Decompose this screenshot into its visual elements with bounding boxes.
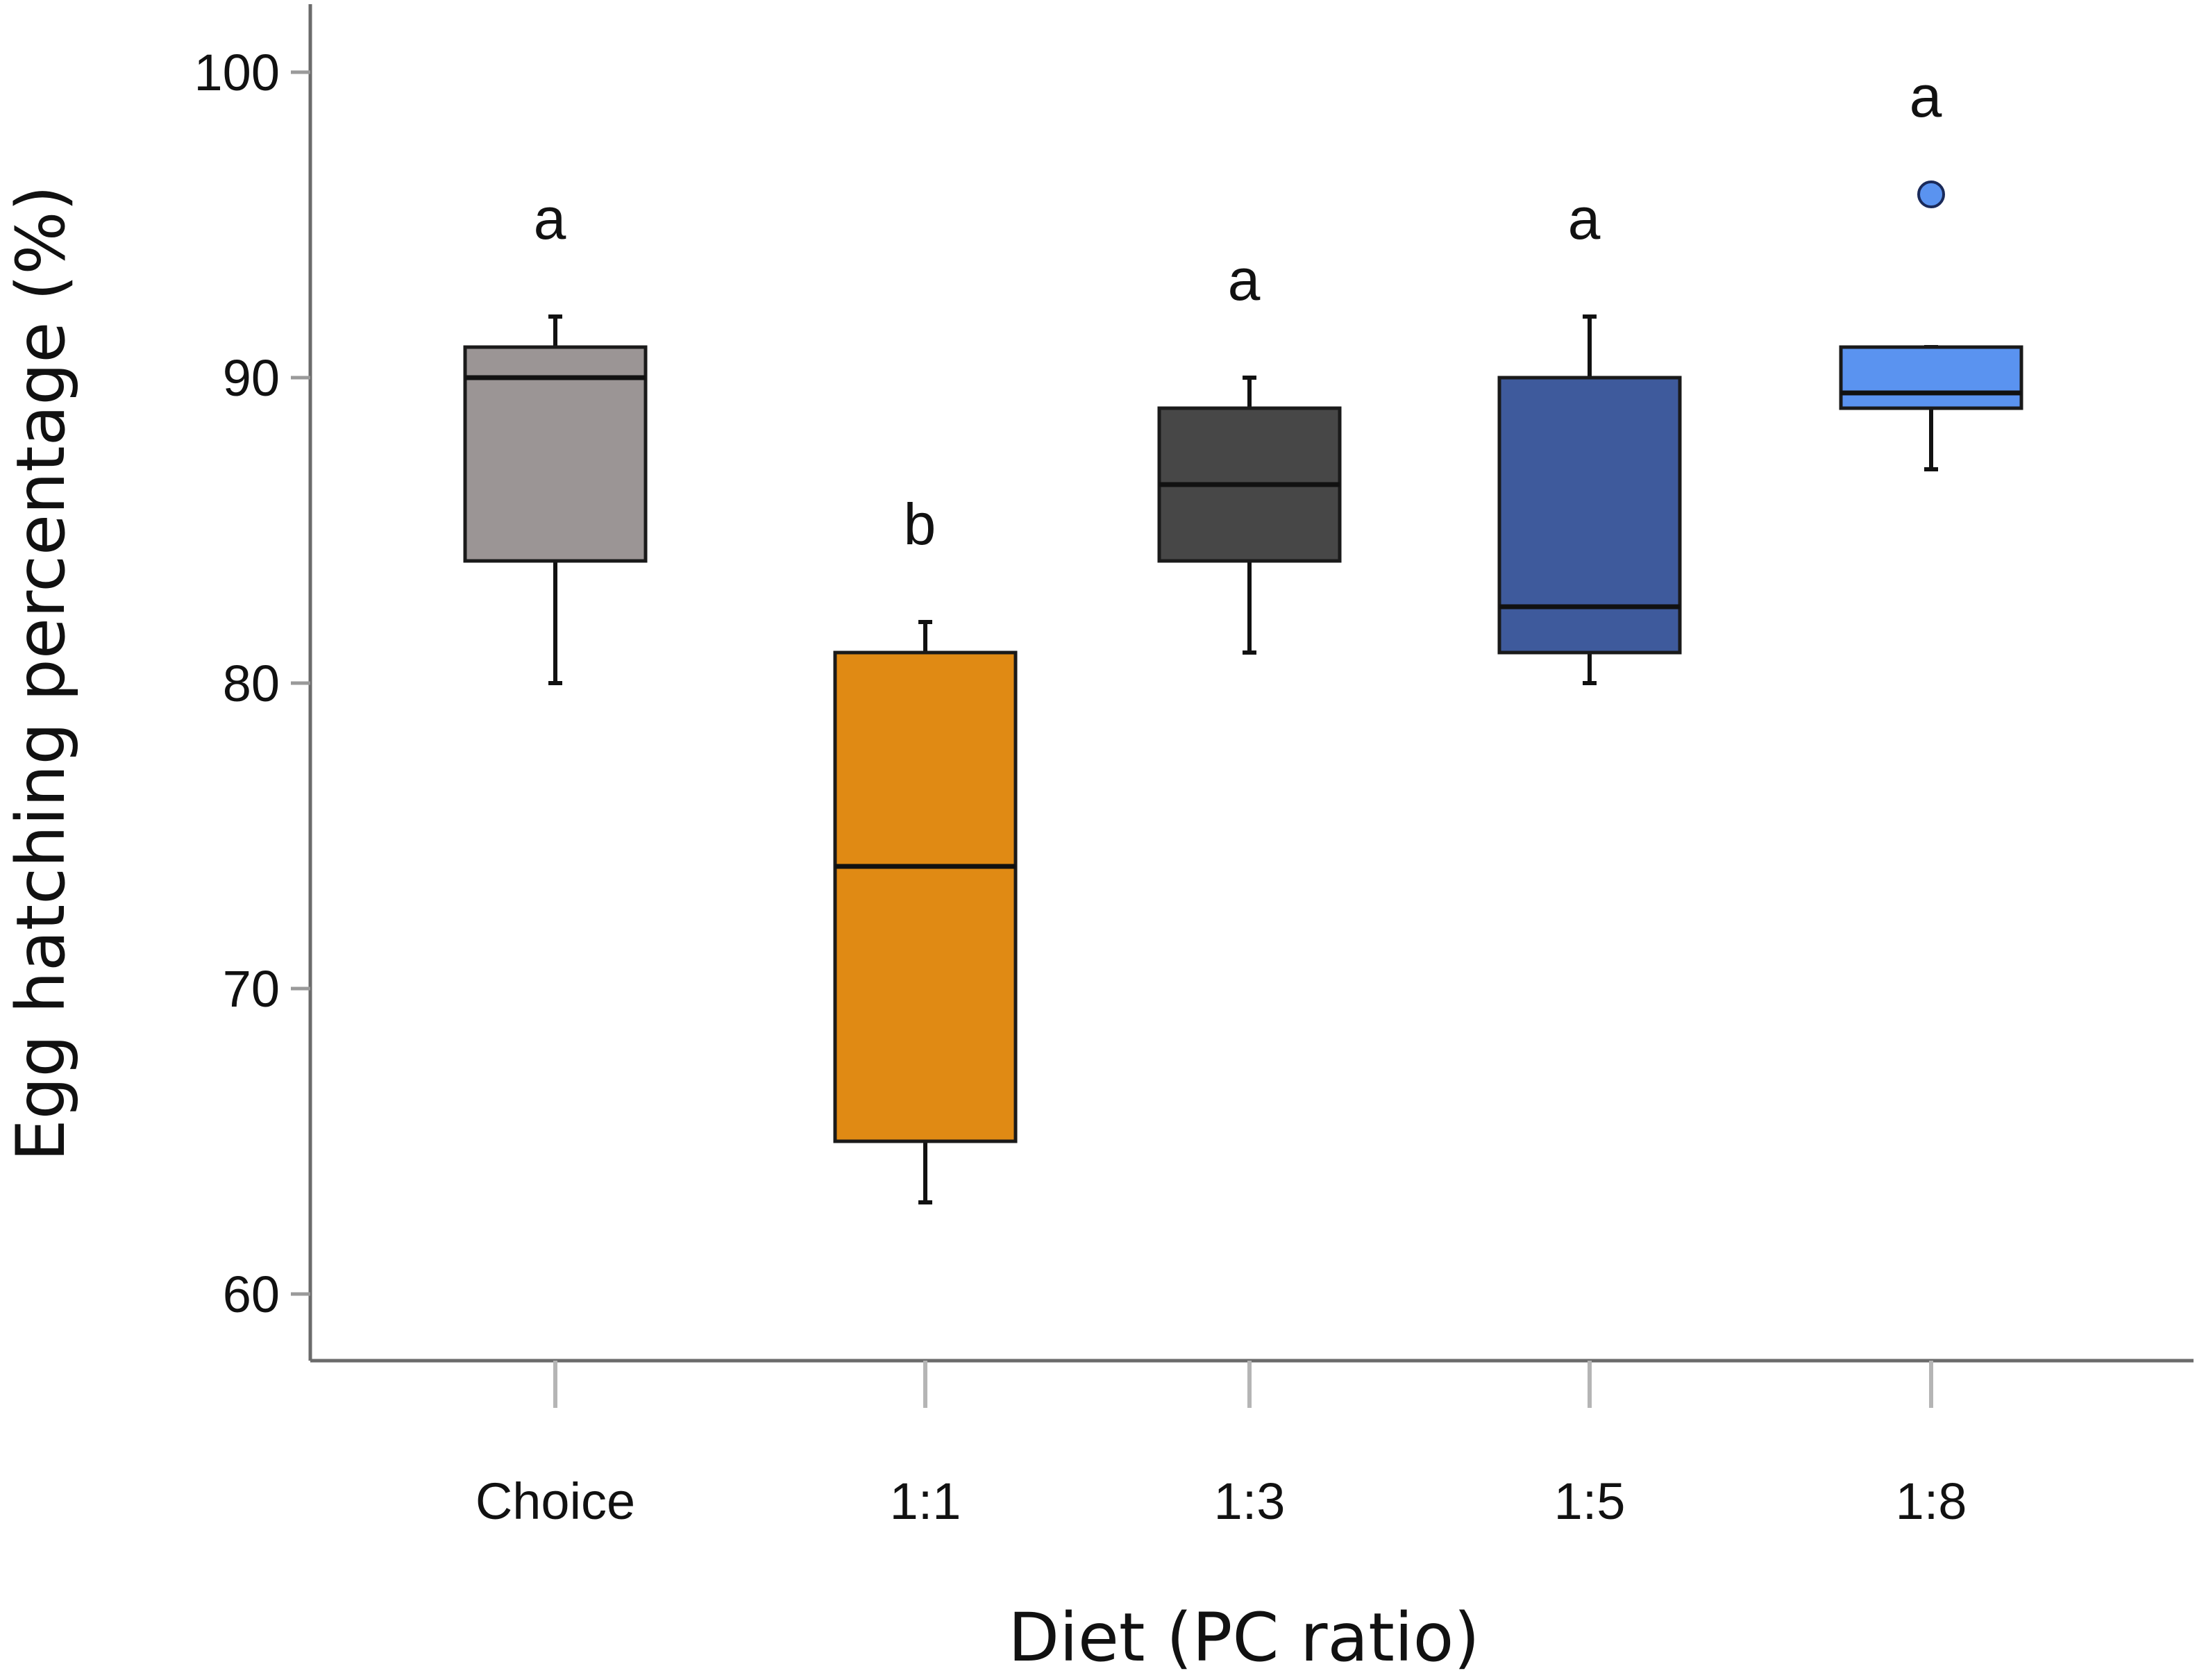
y-tick-label: 90	[223, 349, 280, 407]
x-ticks: Choice 1:1 1:3 1:5 1:8	[475, 1361, 1967, 1530]
x-tick-label: 1:1	[890, 1472, 961, 1530]
box-group: b	[833, 492, 1018, 1204]
y-tick-label: 100	[194, 44, 280, 101]
significance-letter: a	[1228, 247, 1261, 312]
x-tick-label: Choice	[475, 1472, 635, 1530]
box-group: a	[463, 186, 648, 685]
significance-letter: a	[534, 186, 566, 251]
box-group: a	[1157, 247, 1342, 655]
x-tick-label: 1:8	[1896, 1472, 1967, 1530]
y-tick-label: 60	[223, 1266, 280, 1323]
y-tick-label: 70	[223, 960, 280, 1018]
box-group: a	[1497, 186, 1682, 685]
y-tick-label: 80	[223, 655, 280, 712]
outlier-point	[1917, 180, 1945, 208]
significance-letter: a	[1910, 64, 1942, 129]
x-axis-title: Diet (PC ratio)	[1008, 1599, 1480, 1677]
x-tick-label: 1:3	[1214, 1472, 1286, 1530]
iqr-box	[833, 650, 1018, 1143]
iqr-box	[1497, 376, 1682, 655]
y-axis-title: Egg hatching percentage (%)	[2, 185, 80, 1161]
significance-letter: a	[1568, 186, 1601, 251]
y-ticks: 60 70 80 90 100	[194, 44, 310, 1323]
iqr-box	[1839, 345, 2023, 410]
x-tick-label: 1:5	[1554, 1472, 1626, 1530]
iqr-box	[463, 345, 648, 563]
boxes: a b a a a	[463, 64, 2023, 1204]
significance-letter: b	[904, 492, 936, 557]
box-group: a	[1839, 64, 2023, 471]
